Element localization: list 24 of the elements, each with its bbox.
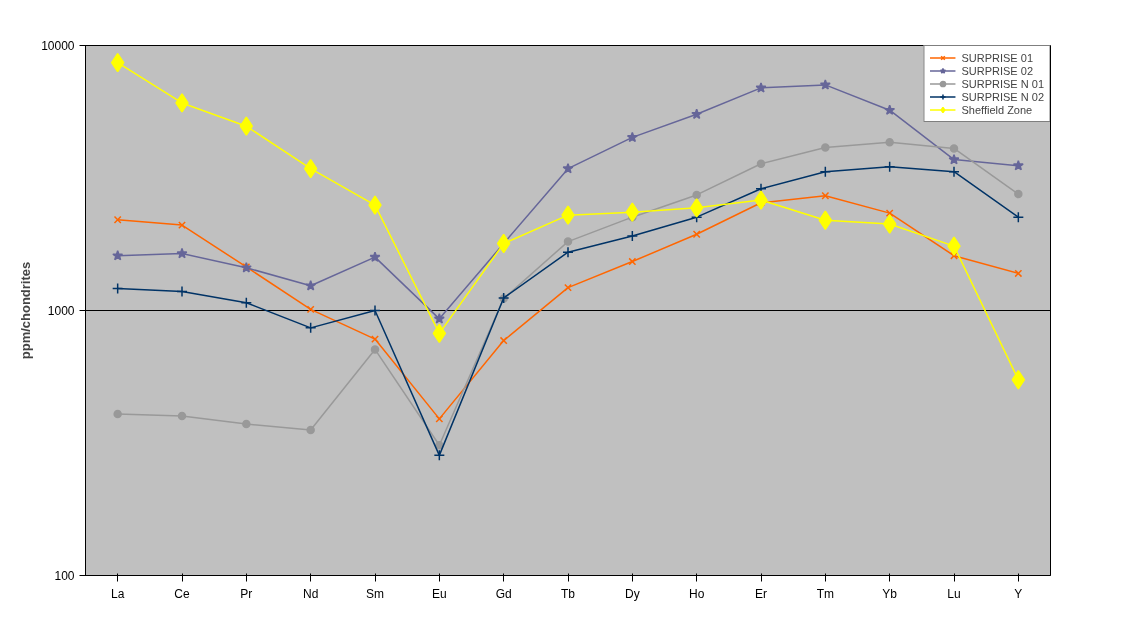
y-tick-label: 1000	[47, 304, 75, 318]
legend-label: Sheffield Zone	[961, 103, 1033, 116]
y-axis-title: ppm/chondrites	[18, 261, 34, 360]
x-tick-label: Gd	[495, 586, 512, 601]
x-tick-label: Lu	[947, 586, 961, 601]
x-tick-label: Y	[1014, 586, 1023, 601]
x-tick-label: Er	[755, 586, 767, 601]
x-tick-label: Dy	[625, 586, 640, 601]
x-tick-label: Tb	[561, 586, 576, 601]
x-tick-label: Nd	[303, 586, 319, 601]
x-tick-label: Ce	[174, 586, 190, 601]
x-tick-label: Tm	[816, 586, 834, 601]
x-tick-label: Pr	[240, 586, 253, 601]
legend-label: SURPRISE N 01	[961, 77, 1044, 90]
legend-label: SURPRISE 02	[961, 64, 1033, 77]
x-tick-label: Ho	[689, 586, 705, 601]
y-tick-label: 100	[54, 569, 75, 583]
legend-label: SURPRISE 01	[961, 51, 1033, 64]
legend-label: SURPRISE N 02	[961, 90, 1044, 103]
x-tick-label: Yb	[882, 586, 898, 601]
x-tick-label: Eu	[431, 586, 447, 601]
x-tick-label: La	[110, 586, 125, 601]
y-tick-label: 10000	[41, 39, 75, 53]
x-tick-label: Sm	[366, 586, 384, 601]
